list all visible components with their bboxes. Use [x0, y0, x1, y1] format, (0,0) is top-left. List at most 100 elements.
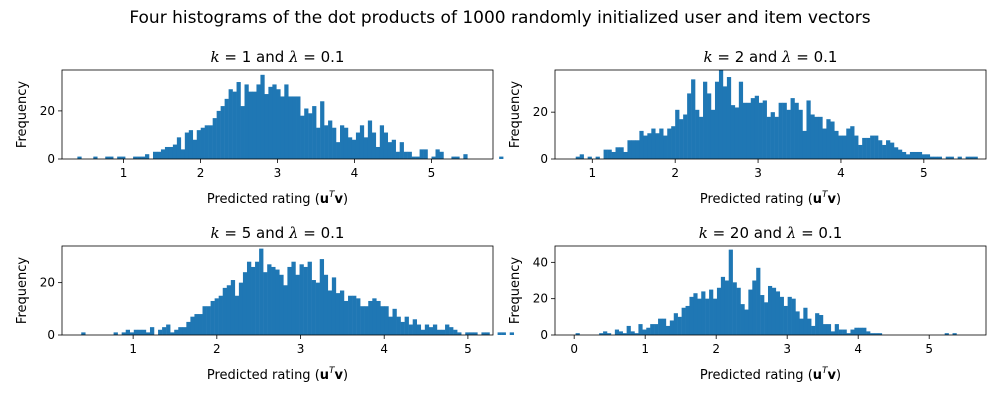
histogram-bar: [308, 113, 313, 159]
histogram-bar: [145, 154, 150, 159]
x-tick-label: 4: [351, 166, 359, 180]
histogram-bar: [509, 332, 515, 335]
histogram-bar: [363, 137, 369, 159]
histogram-bars: [575, 70, 978, 159]
histogram-bar: [822, 324, 828, 335]
histogram-bar: [168, 146, 174, 159]
histogram-bar: [192, 139, 198, 159]
histogram-panel-4: 0 1 2 3 4 5 0 20 40 k = 20 and λ = 0.1 Predicted r…: [508, 224, 987, 383]
histogram-bar: [957, 156, 962, 159]
histogram-bar: [579, 154, 584, 159]
histogram-bar: [376, 300, 381, 335]
histogram-bar: [204, 125, 209, 159]
histogram-bar: [618, 331, 623, 335]
x-tick-label: 3: [297, 342, 305, 356]
histogram-bar: [740, 304, 745, 335]
histogram-bar: [846, 128, 851, 159]
histogram-bar: [866, 137, 871, 159]
histogram-bar: [811, 325, 816, 335]
histogram-bar: [762, 100, 767, 159]
histogram-bar: [399, 142, 404, 159]
histogram-bar: [419, 149, 424, 159]
histogram-bars: [575, 249, 957, 335]
histogram-bar: [230, 280, 236, 335]
histogram-bar: [351, 139, 357, 159]
histogram-bar: [921, 154, 927, 159]
x-tick-label: 2: [213, 342, 221, 356]
histogram-bar: [842, 135, 847, 159]
histogram-bar: [691, 79, 696, 159]
histogram-bar: [799, 318, 804, 335]
histogram-bar: [866, 331, 871, 335]
histogram-bar: [424, 324, 430, 335]
histogram-bar: [372, 298, 377, 335]
histogram-bar: [766, 116, 771, 159]
histogram-bar: [428, 327, 434, 335]
histogram-bar: [795, 311, 800, 335]
histogram-bar: [917, 151, 923, 159]
histogram-bar: [335, 293, 341, 335]
histogram-bar: [818, 116, 823, 159]
histogram-bar: [710, 109, 716, 159]
histogram-bar: [411, 156, 416, 159]
histogram-bar: [758, 102, 763, 159]
histogram-bar: [287, 266, 292, 335]
histogram-bar: [283, 285, 288, 335]
histogram-bar: [718, 70, 724, 159]
histogram-bar: [501, 332, 506, 335]
histogram-bar: [164, 146, 170, 159]
histogram-bar: [734, 107, 740, 159]
histogram-bar: [661, 318, 667, 335]
histogram-bar: [814, 116, 819, 159]
x-tick-label: 3: [754, 166, 762, 180]
histogram-bar: [705, 298, 710, 335]
histogram-bar: [457, 332, 462, 335]
histogram-bar: [750, 98, 755, 159]
histogram-bar: [720, 276, 726, 335]
histogram-bar: [299, 264, 304, 335]
histogram-bar: [790, 98, 795, 159]
histogram-bar: [117, 156, 122, 159]
histogram-bar: [463, 154, 468, 159]
histogram-bar: [360, 306, 365, 335]
histogram-bar: [232, 91, 237, 159]
histogram-bar: [754, 95, 759, 159]
histogram-bar: [862, 327, 867, 335]
histogram-bar: [575, 156, 580, 159]
histogram-bar: [190, 316, 195, 335]
histogram-bar: [722, 86, 728, 159]
histogram-bar: [141, 156, 146, 159]
histogram-bar: [724, 280, 729, 335]
histogram-bar: [194, 314, 199, 335]
histogram-bar: [683, 114, 688, 159]
panel-title: k = 1 and λ = 0.1: [211, 48, 345, 66]
x-tick-label: 5: [925, 342, 933, 356]
histogram-bar: [834, 130, 839, 159]
axes-frame: [554, 69, 987, 160]
y-tick-label: 20: [533, 105, 548, 119]
histogram-bar: [113, 332, 118, 335]
histogram-bar: [499, 156, 504, 159]
histogram-bar: [599, 333, 604, 335]
histogram-bar: [284, 84, 289, 159]
histogram-bar: [909, 151, 915, 159]
histogram-bar: [786, 109, 791, 159]
histogram-bar: [878, 140, 883, 159]
histogram-bar: [965, 156, 970, 159]
histogram-bar: [129, 332, 135, 335]
x-axis-label: Predicted rating (uTv): [700, 190, 841, 207]
histogram-bar: [689, 296, 694, 335]
histogram-bar: [441, 329, 446, 335]
axes-frame: [554, 245, 987, 336]
x-tick-label: 5: [428, 166, 436, 180]
histogram-bar: [764, 302, 769, 335]
x-tick-label: 5: [920, 166, 928, 180]
x-tick-label: 1: [120, 166, 128, 180]
histogram-bar: [180, 149, 186, 159]
histogram-bar: [667, 128, 672, 159]
histogram-bar: [172, 144, 178, 159]
histogram-bar: [874, 135, 879, 159]
histogram-bar: [202, 306, 207, 335]
histogram-bar: [894, 147, 899, 159]
histogram-bar: [152, 151, 158, 159]
